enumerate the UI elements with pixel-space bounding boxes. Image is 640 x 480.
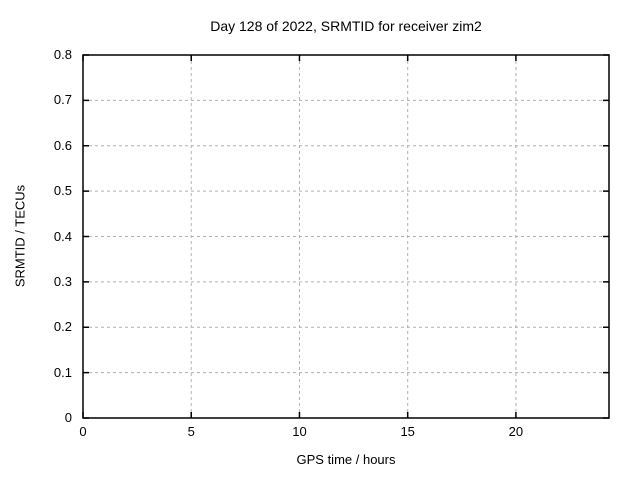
x-axis-label: GPS time / hours [296, 452, 396, 467]
x-tick-label: 5 [187, 424, 195, 439]
y-tick-label: 0.5 [53, 183, 72, 199]
x-tick-label: 20 [508, 424, 524, 439]
y-tick-label: 0.7 [53, 92, 72, 108]
x-tick-label: 10 [292, 424, 307, 439]
y-tick-label: 0.3 [53, 273, 72, 289]
x-tick-label: 15 [400, 424, 415, 439]
y-tick-label: 0.4 [53, 228, 72, 244]
y-tick-label: 0.1 [53, 364, 72, 380]
y-tick-label: 0.8 [53, 47, 72, 62]
chart-title: Day 128 of 2022, SRMTID for receiver zim… [210, 18, 482, 34]
y-tick-label: 0 [64, 410, 72, 425]
y-tick-label: 0.2 [53, 319, 72, 335]
x-tick-label: 0 [79, 424, 87, 439]
tick-marks [82, 54, 609, 419]
y-tick-label: 0.6 [53, 137, 72, 153]
